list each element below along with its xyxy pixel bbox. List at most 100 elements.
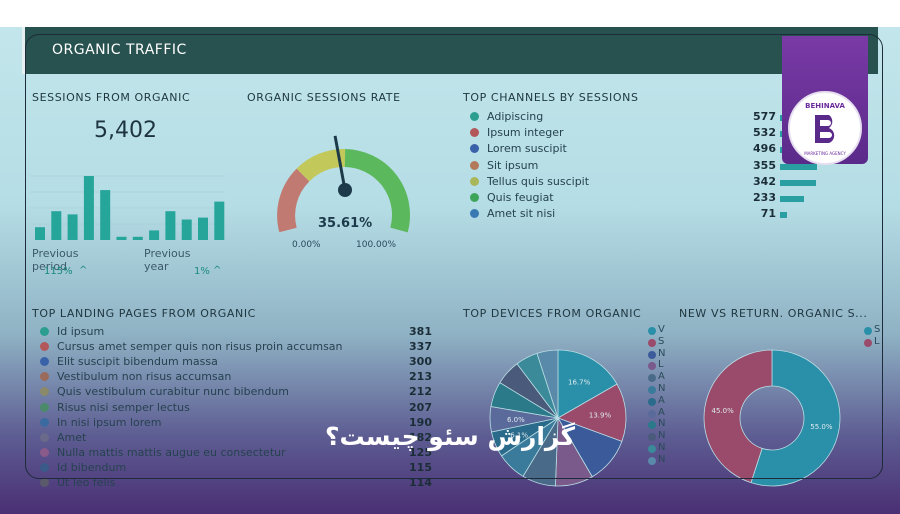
pie-slice [536, 349, 559, 419]
devices-title: TOP DEVICES FROM ORGANIC [463, 307, 642, 320]
channel-row: Tellus quis suscipit [470, 175, 589, 189]
landing-label: Ut leo felis [57, 476, 116, 489]
gauge-segment-low [277, 168, 310, 233]
legend-label: A [658, 371, 665, 383]
session-bar [149, 230, 160, 240]
slice-label: 13.9% [589, 411, 612, 419]
legend-dot-icon [40, 462, 49, 472]
landing-row: Quis vestibulum curabitur nunc bibendum [40, 385, 289, 399]
sessions-bar-chart [30, 175, 225, 240]
legend-dot-icon [470, 193, 479, 202]
legend-dot-icon [40, 432, 49, 442]
sessions-title: SESSIONS FROM ORGANIC [32, 91, 191, 104]
legend-dot-icon [40, 387, 49, 397]
channel-value: 71 [760, 207, 776, 221]
session-bar [214, 201, 225, 240]
legend-dot-icon [40, 357, 49, 367]
slice-label: 45.0% [711, 407, 734, 415]
landing-label: Id bibendum [57, 460, 127, 474]
channel-row: Amet sit nisi [470, 207, 555, 221]
landing-row: Amet [40, 431, 86, 445]
channel-row: Ipsum integer [470, 126, 564, 140]
legend-dot-icon [648, 386, 656, 394]
session-bar [83, 176, 94, 240]
session-bar [35, 227, 45, 240]
up-arrow-icon: ^ [213, 265, 222, 276]
channel-value: 342 [753, 174, 776, 188]
slice-label: 55.0% [810, 423, 833, 431]
svg-text:BEHINAVA: BEHINAVA [805, 102, 845, 110]
session-bar [132, 236, 143, 240]
channel-value: 496 [753, 142, 776, 156]
gauge-hub [338, 183, 352, 197]
channel-bar [780, 212, 788, 219]
landing-row: Cursus amet semper quis non risus proin … [40, 340, 343, 354]
channel-label: Lorem suscipit [487, 142, 567, 156]
legend-dot-icon [470, 144, 479, 154]
landing-row: Vestibulum non risus accumsan [40, 370, 231, 384]
gauge-min: 0.00% [292, 240, 321, 250]
landing-label: Nulla mattis mattis augue eu consectetur [57, 445, 286, 459]
legend-dot-icon [470, 209, 479, 219]
slice-label: 6.1% [510, 431, 528, 439]
legend-label: N [658, 347, 666, 359]
brand-seal: BEHINAVA MARKETING AGENCY [788, 91, 862, 165]
legend-dot-icon [648, 338, 656, 347]
pie-slice [703, 349, 773, 484]
legend-dot-icon [470, 128, 479, 138]
landing-label: Vestibulum non risus accumsan [57, 370, 232, 384]
legend-label: L [874, 335, 880, 347]
channel-row: Sit ipsum [470, 159, 538, 173]
channel-value: 355 [753, 158, 776, 172]
channel-label: Ipsum integer [487, 126, 564, 140]
legend-dot-icon [40, 372, 49, 382]
landing-row: In nisi ipsum lorem [40, 416, 162, 430]
newvsret-title: NEW VS RETURN. ORGANIC S... [679, 307, 868, 320]
legend-dot-icon [470, 176, 479, 186]
channels-title: TOP CHANNELS BY SESSIONS [463, 91, 639, 104]
legend-dot-icon [40, 342, 49, 352]
legend-dot-icon [648, 456, 656, 465]
legend-dot-icon [648, 445, 656, 453]
channel-row: Adipiscing [470, 110, 543, 124]
channel-bar [780, 163, 817, 170]
page-title: ORGANIC TRAFFIC [52, 42, 187, 58]
session-bar [67, 214, 78, 240]
newvsret-donut-chart: 55.0% 45.0% [703, 349, 841, 487]
channel-label: Adipiscing [487, 110, 544, 123]
legend-label: N [658, 453, 666, 465]
legend-label: N [658, 383, 666, 394]
legend-label: S [874, 324, 881, 335]
landing-row: Elit suscipit bibendum massa [40, 355, 218, 369]
legend-label: L [658, 359, 664, 371]
landing-value: 114 [409, 476, 432, 489]
landing-value: 212 [409, 385, 432, 399]
channel-label: Sit ipsum [487, 158, 539, 172]
sessions-value: 5,402 [94, 118, 157, 143]
legend-dot-icon [470, 160, 479, 170]
channel-value: 577 [753, 110, 776, 123]
rate-gauge [277, 135, 410, 233]
landing-value: 213 [409, 370, 432, 384]
up-arrow-icon: ^ [79, 265, 88, 276]
landing-row: Id ipsum [40, 325, 104, 339]
legend-dot-icon [648, 409, 656, 418]
channel-bar [780, 179, 816, 186]
landing-label: In nisi ipsum lorem [57, 415, 162, 429]
landing-label: Quis vestibulum curabitur nunc bibendum [57, 385, 289, 399]
session-bar [100, 190, 111, 240]
session-bar [116, 236, 127, 240]
legend-dot-icon [864, 327, 872, 335]
landing-value: 300 [409, 355, 432, 369]
legend-label: A [658, 394, 665, 406]
landing-value: 337 [409, 340, 432, 354]
legend-dot-icon [648, 362, 656, 371]
channel-bar [780, 196, 805, 202]
session-bar [181, 219, 192, 240]
legend-dot-icon [40, 417, 49, 427]
prev-period-label: Previous period [32, 247, 79, 273]
brand-b-icon: BEHINAVA MARKETING AGENCY [804, 102, 846, 156]
rate-title: ORGANIC SESSIONS RATE [247, 91, 401, 104]
legend-label: N [658, 418, 666, 430]
channel-label: Tellus quis suscipit [487, 174, 590, 188]
